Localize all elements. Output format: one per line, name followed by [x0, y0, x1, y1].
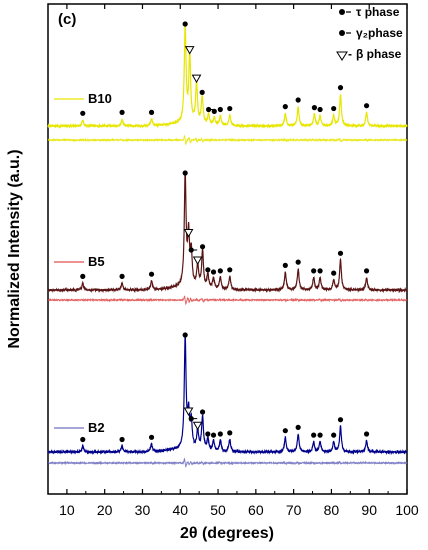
series-b10-difference — [47, 134, 408, 146]
marker-b5-15-tau — [317, 268, 323, 274]
marker-b2-1-tau — [119, 436, 125, 443]
series-b5-pattern — [47, 170, 408, 294]
x-tick-label-100: 100 — [395, 502, 419, 518]
marker-b10-14-tau — [317, 106, 323, 113]
x-tick-label-10: 10 — [59, 502, 75, 518]
x-tick-label-70: 70 — [286, 502, 302, 518]
marker-b5-12-tau — [282, 262, 288, 268]
x-axis-title: 2θ (degrees) — [180, 525, 274, 542]
x-tick-label-30: 30 — [135, 502, 151, 518]
marker-b2-4-beta — [183, 407, 194, 417]
legend-beta-marker — [336, 51, 348, 61]
marker-b5-18-tau — [363, 268, 370, 274]
x-tick-label-60: 60 — [248, 502, 264, 518]
marker-b10-12-tau — [295, 97, 301, 103]
series-layer: B10 B5 B2 — [47, 23, 408, 468]
marker-b2-13-tau — [295, 424, 301, 430]
marker-b10-6-tau — [199, 89, 205, 95]
marker-b2-3-tau — [182, 332, 188, 338]
plot-frame — [47, 3, 408, 495]
legend-tau-dot-marker — [339, 9, 345, 15]
series-b10-pattern — [47, 23, 408, 130]
marker-b10-16-tau — [337, 85, 344, 91]
marker-b10-2-tau — [148, 109, 155, 115]
marker-b5-0-tau — [80, 273, 86, 279]
legend-entry-2: β phase — [356, 47, 402, 61]
marker-b10-0-tau — [80, 110, 86, 116]
y-axis-title: Normalized Intensity (a.u.) — [6, 149, 23, 348]
marker-b10-3-tau — [182, 21, 188, 27]
x-tick-label-50: 50 — [210, 502, 226, 518]
series-b2-pattern — [47, 335, 408, 456]
marker-b2-18-tau — [363, 431, 370, 437]
marker-b2-7-tau — [199, 409, 206, 415]
series-b2-difference — [47, 457, 408, 468]
marker-b2-6-beta — [192, 421, 203, 431]
marker-b2-16-tau — [331, 432, 337, 438]
marker-b10-11-tau — [282, 104, 288, 110]
marker-b5-16-tau — [331, 270, 337, 276]
marker-b2-0-tau — [80, 436, 86, 443]
marker-b2-15-tau — [317, 432, 323, 438]
x-tick-label-40: 40 — [172, 502, 188, 518]
marker-b10-17-tau — [363, 103, 370, 109]
marker-b5-2-tau — [148, 271, 155, 277]
marker-b10-9-tau — [217, 106, 223, 113]
marker-b2-8-tau — [205, 431, 211, 437]
legend-entry-1: γ₂phase — [356, 26, 403, 40]
marker-b2-9-tau — [210, 432, 217, 438]
x-axis-ticks: 10 20 30 40 50 60 70 80 90 100 — [47, 4, 419, 518]
series-b10-label: B10 — [88, 91, 112, 106]
marker-b10-13-tau — [311, 105, 318, 111]
marker-b5-6-beta — [192, 256, 203, 266]
x-tick-label-20: 20 — [97, 502, 113, 518]
marker-b5-13-tau — [295, 259, 301, 265]
x-tick-label-80: 80 — [324, 502, 340, 518]
marker-b2-5-gamma — [188, 416, 194, 422]
series-b5-difference — [47, 295, 408, 306]
panel-label: (c) — [58, 11, 76, 28]
marker-b10-10-tau — [227, 105, 233, 112]
marker-b10-7-gamma — [206, 106, 212, 113]
phase-marker-layer — [80, 21, 370, 443]
marker-b10-15-tau — [331, 105, 337, 112]
marker-b2-14-tau — [311, 432, 317, 438]
marker-b10-5-beta — [191, 74, 202, 84]
series-b5-label: B5 — [88, 254, 105, 269]
marker-b2-11-tau — [227, 430, 233, 436]
marker-b5-9-tau — [210, 269, 217, 275]
marker-b10-8-tau — [211, 108, 217, 114]
legend: τ phase γ₂phase-β phase — [336, 5, 403, 61]
marker-b2-17-tau — [337, 417, 344, 423]
marker-b5-3-tau — [182, 170, 188, 176]
marker-b5-4-beta — [183, 229, 194, 238]
marker-b2-2-tau — [148, 434, 155, 440]
marker-b5-8-tau — [205, 267, 211, 273]
marker-b10-4-beta — [184, 46, 195, 55]
marker-b2-12-tau — [282, 428, 288, 434]
marker-b5-7-tau — [199, 244, 206, 250]
marker-b2-10-tau — [217, 431, 223, 437]
x-tick-label-90: 90 — [361, 502, 377, 518]
marker-b5-1-tau — [119, 273, 125, 279]
marker-b5-14-tau — [311, 268, 317, 274]
legend-entry-0: τ phase — [356, 5, 400, 19]
marker-b10-1-tau — [119, 109, 125, 115]
legend-gamma2-dot-marker — [339, 30, 345, 36]
series-b2-label: B2 — [88, 420, 105, 435]
marker-b5-5-gamma — [188, 247, 194, 253]
marker-b5-10-tau — [217, 268, 223, 274]
marker-b5-17-tau — [337, 250, 344, 256]
legend-beta-dash: - — [348, 47, 352, 61]
marker-b5-11-tau — [227, 267, 233, 273]
